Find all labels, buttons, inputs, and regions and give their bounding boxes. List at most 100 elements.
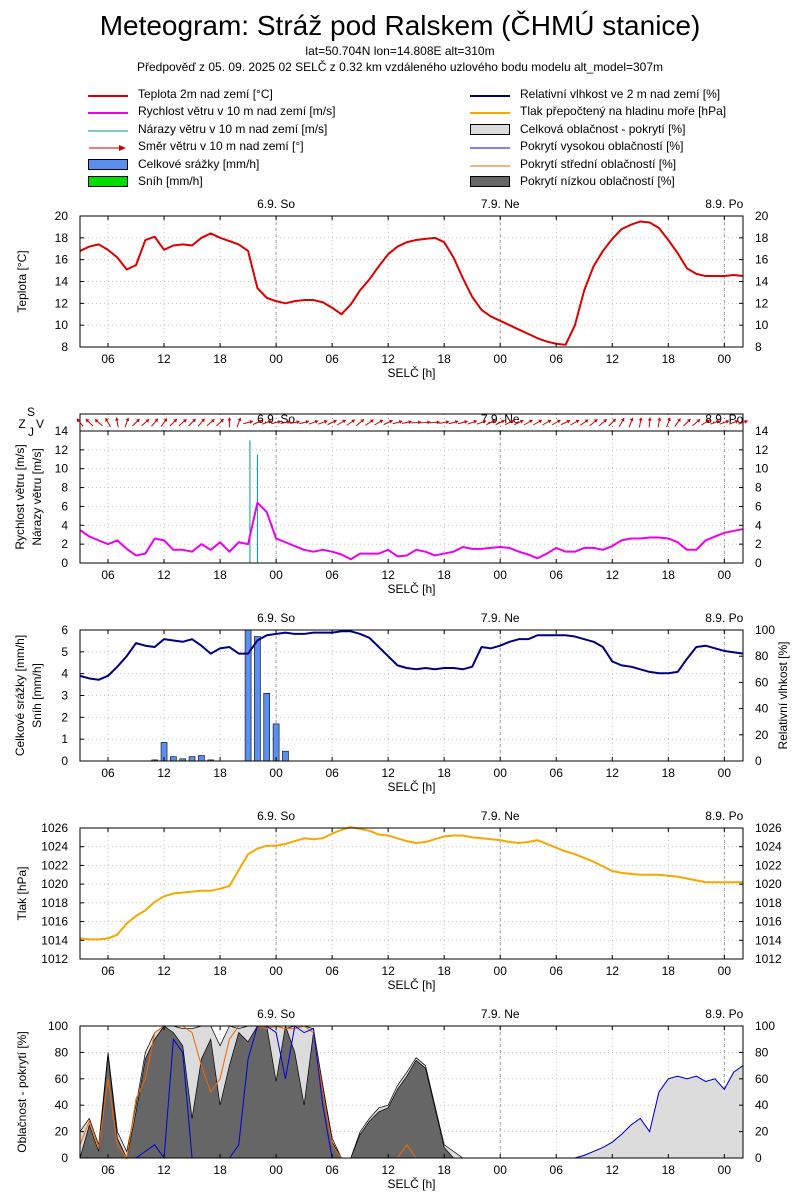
wind-dir-label-e: V bbox=[36, 417, 44, 431]
wind-arrow-head bbox=[454, 420, 459, 424]
x-tick-label: 18 bbox=[662, 568, 676, 582]
wind-arrow-head bbox=[510, 419, 515, 424]
x-axis-label: SELČ [h] bbox=[387, 581, 435, 596]
day-label: 6.9. So bbox=[257, 197, 295, 211]
wind-arrow-head bbox=[620, 418, 625, 422]
wind-arrow-head bbox=[566, 419, 571, 424]
y-tick-label: 1 bbox=[61, 732, 68, 746]
wind-arrow bbox=[495, 419, 505, 426]
wind-arrow bbox=[346, 419, 356, 426]
y-tick-label: 60 bbox=[755, 1072, 769, 1086]
wind-arrow-head bbox=[163, 418, 167, 423]
y-tick-label: 0 bbox=[755, 1151, 762, 1165]
wind-arrow-head bbox=[417, 420, 422, 425]
y-axis-label: Sníh [mm/h] bbox=[30, 663, 44, 728]
y-tick-label: 8 bbox=[755, 340, 762, 354]
x-tick-label: 18 bbox=[662, 766, 676, 780]
x-tick-label: 12 bbox=[381, 1163, 395, 1177]
precip-bar bbox=[263, 693, 271, 762]
plot-frame bbox=[79, 430, 744, 564]
y-tick-label: 80 bbox=[755, 1045, 769, 1059]
chart-title: Meteogram: Stráž pod Ralskem (ČHMÚ stani… bbox=[99, 10, 701, 41]
wind-arrow bbox=[141, 418, 150, 427]
wind-arrow-head bbox=[677, 418, 681, 423]
y-axis-label: Oblačnost - pokrytí [%] bbox=[15, 1031, 29, 1152]
y-tick-label: 20 bbox=[755, 728, 769, 742]
y-tick-label: 1014 bbox=[755, 933, 782, 947]
wind-arrow-head bbox=[136, 418, 140, 423]
x-tick-label: 06 bbox=[101, 964, 115, 978]
wind-arrow-head bbox=[125, 417, 130, 422]
wind-arrow bbox=[657, 417, 662, 428]
y-tick-label: 8 bbox=[61, 481, 68, 495]
wind-arrow-head bbox=[612, 418, 616, 423]
y-tick-label: 4 bbox=[61, 667, 68, 681]
wind-arrow bbox=[327, 419, 337, 426]
wind-arrow bbox=[169, 418, 178, 427]
wind-arrow bbox=[523, 419, 533, 426]
x-tick-label: 00 bbox=[494, 1163, 508, 1177]
y-tick-label: 14 bbox=[755, 424, 769, 438]
legend-symbol bbox=[470, 106, 510, 116]
wind-arrow bbox=[674, 418, 681, 427]
wind-arrow bbox=[227, 417, 232, 428]
x-tick-label: 12 bbox=[381, 766, 395, 780]
x-tick-label: 00 bbox=[494, 568, 508, 582]
wind-arrow-head bbox=[389, 419, 393, 424]
wind-arrow bbox=[570, 419, 580, 426]
wind-arrow-head bbox=[227, 417, 232, 421]
y-tick-label: 10 bbox=[755, 318, 769, 332]
legend-label: Pokrytí vysokou oblačností [%] bbox=[520, 139, 684, 154]
y-tick-label: 6 bbox=[61, 623, 68, 637]
wind-arrow bbox=[178, 418, 187, 427]
wind-arrow-head bbox=[519, 419, 524, 424]
y-tick-label: 8 bbox=[755, 481, 762, 495]
wind-arrow bbox=[105, 417, 111, 428]
wind-arrow bbox=[392, 420, 403, 425]
legend-symbol bbox=[88, 124, 128, 134]
legend-symbol bbox=[470, 123, 510, 135]
wind-arrow-head bbox=[482, 419, 487, 424]
y-tick-label: 20 bbox=[755, 209, 769, 223]
x-tick-label: 12 bbox=[381, 964, 395, 978]
legend-label: Tlak přepočtený na hladinu moře [hPa] bbox=[520, 104, 727, 119]
x-tick-label: 06 bbox=[101, 352, 115, 366]
y-tick-label: 16 bbox=[755, 253, 769, 267]
x-tick-label: 18 bbox=[438, 568, 452, 582]
y-tick-label: 1022 bbox=[41, 858, 68, 872]
wind-arrow bbox=[579, 419, 589, 426]
wind-arrow-head bbox=[173, 418, 177, 423]
wind-arrow-head bbox=[398, 420, 403, 424]
wind-arrow bbox=[532, 419, 543, 426]
wind-arrow-head bbox=[342, 419, 346, 424]
wind-arrow-head bbox=[305, 420, 309, 424]
precip-bar bbox=[272, 723, 280, 762]
x-tick-label: 18 bbox=[662, 1163, 676, 1177]
wind-arrow-head bbox=[323, 419, 328, 424]
wind-arrow-head bbox=[408, 420, 412, 425]
wind-arrow bbox=[457, 420, 468, 425]
x-tick-label: 12 bbox=[606, 766, 620, 780]
day-label: 6.9. So bbox=[257, 1007, 295, 1021]
precip-bar bbox=[282, 750, 289, 762]
y-tick-label: 80 bbox=[55, 1045, 69, 1059]
wind-arrow-head bbox=[296, 420, 300, 425]
wind-arrow-head bbox=[351, 419, 355, 423]
wind-arrow bbox=[560, 419, 571, 426]
y-tick-label: 40 bbox=[755, 1098, 769, 1112]
y-tick-label: 1012 bbox=[755, 952, 782, 966]
wind-arrow bbox=[401, 420, 412, 425]
y-tick-label: 40 bbox=[755, 702, 769, 716]
y-tick-label: 0 bbox=[755, 754, 762, 768]
y-tick-label: 100 bbox=[755, 1019, 775, 1033]
plot-frame bbox=[79, 827, 744, 960]
wind-arrow bbox=[383, 419, 393, 426]
wind-arrow bbox=[124, 417, 130, 428]
x-tick-label: 18 bbox=[213, 964, 227, 978]
wind-arrow-head bbox=[258, 419, 262, 424]
wind-arrow-head bbox=[556, 419, 561, 424]
wind-arrow-head bbox=[145, 419, 150, 423]
wind-arrow-head bbox=[220, 418, 224, 423]
wind-arrow-head bbox=[657, 417, 662, 421]
